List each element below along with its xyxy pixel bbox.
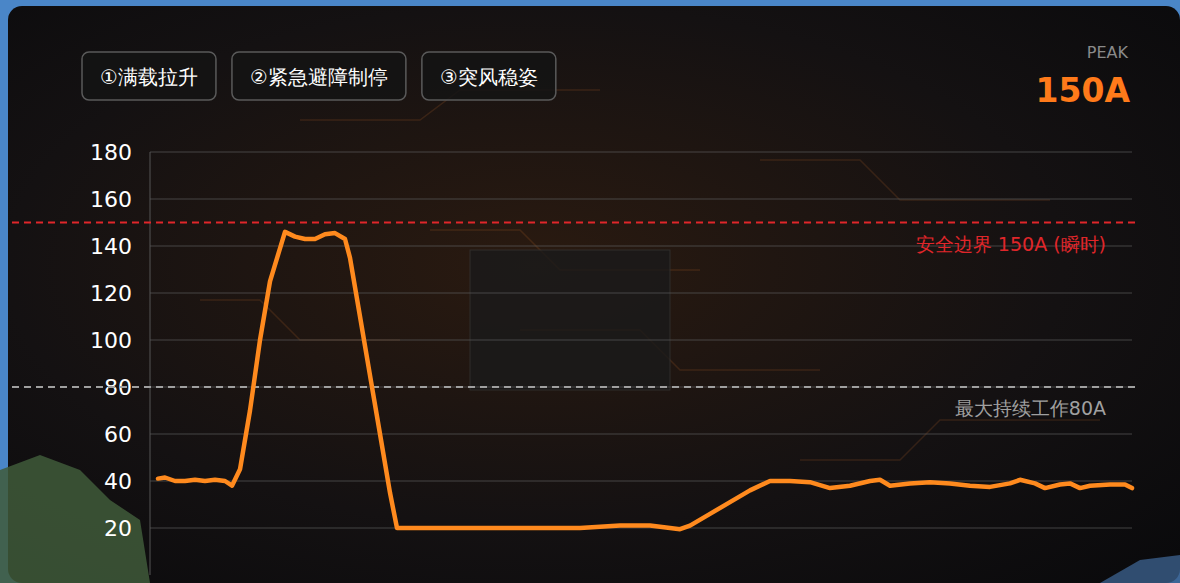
circuit-trace — [760, 160, 1050, 200]
tab-label[interactable]: ②紧急避障制停 — [250, 65, 388, 89]
tab-label[interactable]: ①满载拉升 — [100, 65, 198, 89]
panel — [8, 6, 1180, 583]
y-tick-label: 140 — [90, 234, 132, 259]
reference-line — [12, 222, 1136, 224]
circuit-trace — [800, 420, 1100, 460]
tab-label[interactable]: ③突风稳姿 — [440, 65, 538, 89]
peak-label: PEAK — [1087, 43, 1129, 62]
y-tick-label: 20 — [104, 516, 132, 541]
chip-shape — [470, 250, 670, 390]
plot-area — [158, 232, 1132, 529]
reference-label: 最大持续工作80A — [955, 397, 1106, 419]
y-tick-label: 60 — [104, 422, 132, 447]
corner-decoration — [1100, 555, 1180, 583]
grid-line — [150, 340, 1132, 341]
grid-line — [150, 152, 1132, 153]
y-tick-label: 100 — [90, 328, 132, 353]
y-tick-label: 40 — [104, 469, 132, 494]
reference-label: 安全边界 150A (瞬时) — [916, 233, 1106, 255]
y-tick-label: 180 — [90, 140, 132, 165]
mountain-decoration — [0, 455, 150, 583]
chart: ①满载拉升②紧急避障制停③突风稳姿PEAK150A204060801001201… — [0, 0, 1180, 583]
tab-box[interactable] — [82, 52, 216, 100]
tab-button[interactable]: ①满载拉升 — [82, 52, 216, 100]
tab-button[interactable]: ②紧急避障制停 — [232, 52, 406, 100]
y-axis-line — [150, 152, 151, 575]
grid-line — [150, 434, 1132, 435]
circuit-trace — [200, 300, 400, 340]
peak-value: 150A — [1036, 71, 1131, 110]
y-tick-label: 160 — [90, 187, 132, 212]
tab-button[interactable]: ③突风稳姿 — [422, 52, 556, 100]
tab-box[interactable] — [232, 52, 406, 100]
grid-line — [150, 199, 1132, 200]
reference-line — [12, 386, 1136, 388]
outer-frame — [0, 0, 1180, 583]
grid-line — [150, 481, 1132, 482]
current-line — [158, 232, 1132, 529]
grid-line — [150, 293, 1132, 294]
tab-box[interactable] — [422, 52, 556, 100]
y-tick-label: 120 — [90, 281, 132, 306]
